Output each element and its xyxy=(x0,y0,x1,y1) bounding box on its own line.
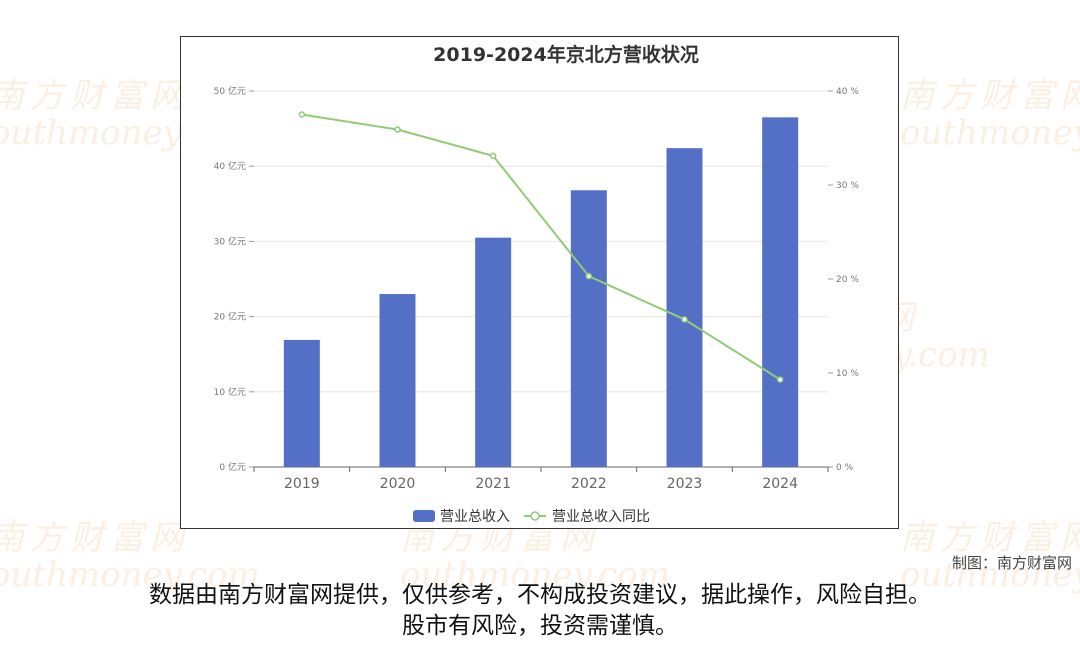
x-axis-label: 2024 xyxy=(762,476,798,492)
revenue-chart: 2019-2024年京北方营收状况 0 亿元 10 亿元 20 亿元 30 亿元 40 亿… xyxy=(214,43,860,525)
disclaimer-line-2: 股市有风险，投资需谨慎。 xyxy=(402,613,678,639)
legend-bar-label: 营业总收入 xyxy=(440,509,510,525)
x-axis-label: 2019 xyxy=(284,476,320,492)
legend-line-label: 营业总收入同比 xyxy=(552,509,650,525)
left-axis-label: 20 亿元 xyxy=(214,311,246,323)
bar xyxy=(379,294,416,467)
left-axis-label: 10 亿元 xyxy=(214,386,246,398)
right-axis-label: 10 % xyxy=(836,369,859,379)
yoy-point xyxy=(585,272,593,280)
yoy-point xyxy=(776,376,784,383)
yoy-point xyxy=(681,316,688,323)
left-axis-label: 50 亿元 xyxy=(214,85,246,97)
yoy-point xyxy=(394,126,401,133)
chart-title: 2019-2024年京北方营收状况 xyxy=(433,43,699,66)
right-axis-label: 40 % xyxy=(836,87,859,97)
yoy-point xyxy=(489,152,497,160)
bar xyxy=(475,237,512,467)
disclaimer: 数据由南方财富网提供，仅供参考，不构成投资建议，据此操作，风险自担。 股市有风险… xyxy=(0,580,1080,642)
bar xyxy=(283,339,320,467)
bar xyxy=(570,190,607,467)
legend-bar-swatch xyxy=(413,510,435,522)
right-axis-label: 30 % xyxy=(836,181,859,191)
x-axis-label: 2022 xyxy=(571,476,607,492)
yoy-point xyxy=(298,111,306,118)
left-axis-label: 40 亿元 xyxy=(214,160,246,172)
x-axis-label: 2023 xyxy=(667,476,703,492)
chart-container: 2019-2024年京北方营收状况 0 亿元 10 亿元 20 亿元 30 亿元 40 亿… xyxy=(180,36,899,529)
right-axis-label: 0 % xyxy=(836,463,854,473)
disclaimer-line-1: 数据由南方财富网提供，仅供参考，不构成投资建议，据此操作，风险自担。 xyxy=(149,582,931,608)
left-axis-label: 30 亿元 xyxy=(214,235,246,247)
bar xyxy=(666,148,703,467)
x-axis-label: 2021 xyxy=(475,476,511,492)
legend-line-marker xyxy=(530,511,540,521)
right-axis-label: 20 % xyxy=(836,275,859,285)
yoy-line xyxy=(301,113,781,381)
chart-credit: 制图：南方财富网 xyxy=(951,554,1072,572)
left-axis-label: 0 亿元 xyxy=(219,461,246,473)
x-axis-label: 2020 xyxy=(380,476,416,492)
bar xyxy=(762,117,799,467)
